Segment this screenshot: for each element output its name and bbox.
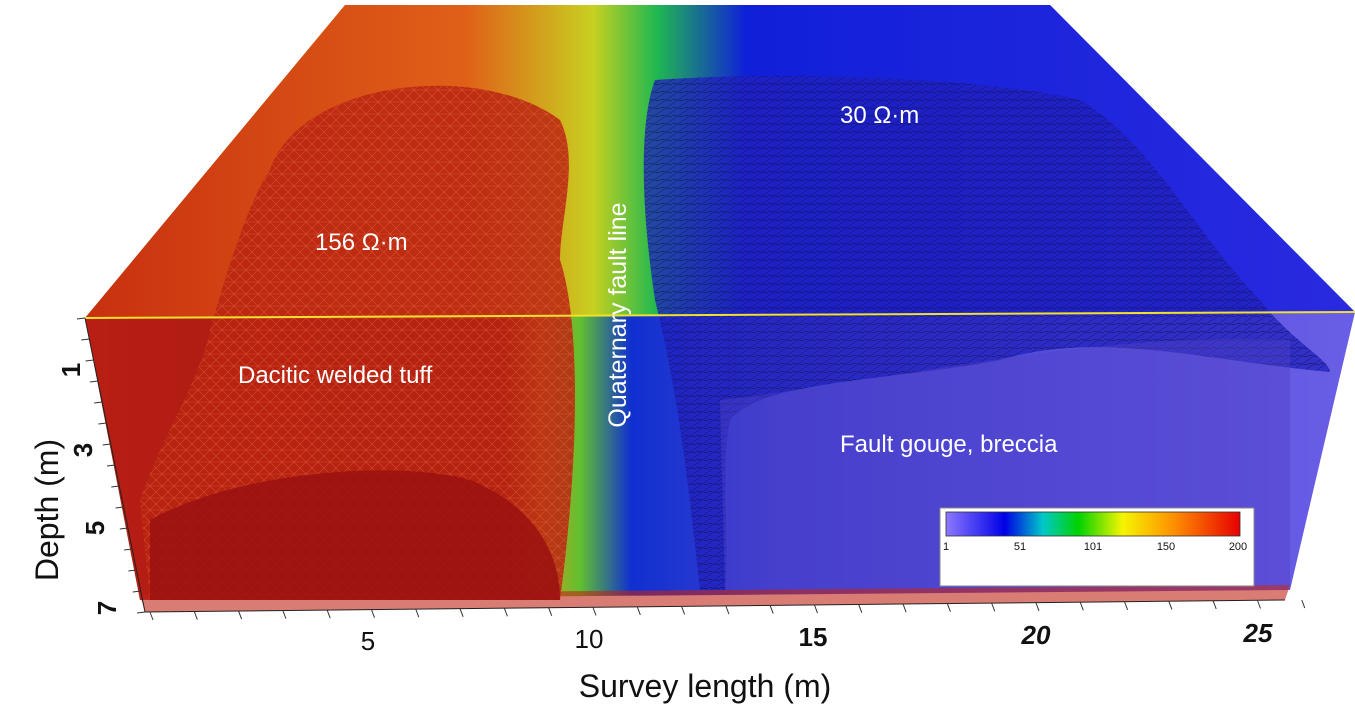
- label-dacitic-welded-tuff: Dacitic welded tuff: [238, 362, 433, 389]
- y-minor-tick: [107, 465, 115, 466]
- colorbar-tick-150: 150: [1157, 541, 1175, 553]
- x-minor-tick: [1169, 601, 1172, 609]
- x-minor-tick: [859, 605, 862, 613]
- y-minor-tick: [86, 360, 94, 361]
- x-minor-tick: [1036, 603, 1039, 611]
- y-tick-7: 7: [92, 601, 122, 615]
- colorbar-tick-1: 1: [943, 541, 949, 553]
- colorbar-legend: 1 51 101 150 200 Resistivity (Ω·m): [940, 508, 1254, 586]
- x-minor-tick: [1080, 602, 1083, 610]
- colorbar-tick-51: 51: [1014, 541, 1026, 553]
- x-minor-tick: [992, 603, 995, 611]
- colorbar-tick-101: 101: [1084, 541, 1102, 553]
- x-minor-tick: [815, 605, 818, 613]
- x-tick-5: 5: [361, 626, 375, 656]
- x-minor-tick: [770, 606, 773, 614]
- x-minor-tick: [416, 609, 419, 617]
- colorbar-gradient: [946, 512, 1240, 536]
- x-tick-15: 15: [799, 622, 828, 652]
- x-minor-tick: [903, 604, 906, 612]
- x-minor-tick: [460, 609, 463, 617]
- x-tick-25: 25: [1243, 618, 1273, 648]
- y-tick-5: 5: [80, 521, 110, 535]
- x-minor-tick: [549, 608, 552, 616]
- x-minor-tick: [947, 604, 950, 612]
- x-minor-tick: [327, 610, 330, 618]
- x-minor-tick: [1258, 601, 1261, 609]
- x-axis-title: Survey length (m): [579, 668, 832, 704]
- x-minor-tick: [372, 610, 375, 618]
- x-minor-tick: [239, 611, 242, 619]
- x-tick-20: 20: [1021, 620, 1051, 650]
- y-tick-1: 1: [56, 363, 86, 377]
- y-minor-tick: [98, 423, 106, 424]
- y-minor-tick: [77, 318, 85, 319]
- x-minor-tick: [726, 606, 729, 614]
- x-minor-tick: [504, 608, 507, 616]
- label-quaternary-fault-line: Quaternary fault line: [604, 202, 632, 427]
- label-30-ohm: 30 Ω·m: [840, 102, 919, 129]
- x-minor-tick: [1213, 601, 1216, 609]
- x-minor-tick: [1125, 602, 1128, 610]
- x-minor-tick: [150, 612, 153, 620]
- x-minor-tick: [194, 612, 197, 620]
- label-156-ohm: 156 Ω·m: [315, 229, 408, 256]
- x-tick-10: 10: [575, 624, 604, 654]
- y-minor-tick: [81, 339, 89, 340]
- x-minor-tick: [593, 607, 596, 615]
- y-axis-title: Depth (m): [29, 439, 65, 581]
- y-minor-tick: [103, 444, 111, 445]
- colorbar-tick-200: 200: [1229, 541, 1247, 553]
- y-minor-tick: [94, 402, 102, 403]
- label-fault-gouge: Fault gouge, breccia: [840, 431, 1058, 458]
- x-minor-tick: [682, 606, 685, 614]
- y-tick-3: 3: [68, 443, 98, 457]
- x-minor-tick: [1302, 600, 1305, 608]
- y-minor-tick: [137, 612, 145, 613]
- resistivity-3d-block: 5 10 15 20 25 Survey length (m) 1 3 5 7 …: [0, 0, 1355, 710]
- y-minor-tick: [90, 381, 98, 382]
- x-minor-tick: [283, 611, 286, 619]
- x-minor-tick: [637, 607, 640, 615]
- colorbar-title: Resistivity (Ω·m): [1045, 563, 1148, 579]
